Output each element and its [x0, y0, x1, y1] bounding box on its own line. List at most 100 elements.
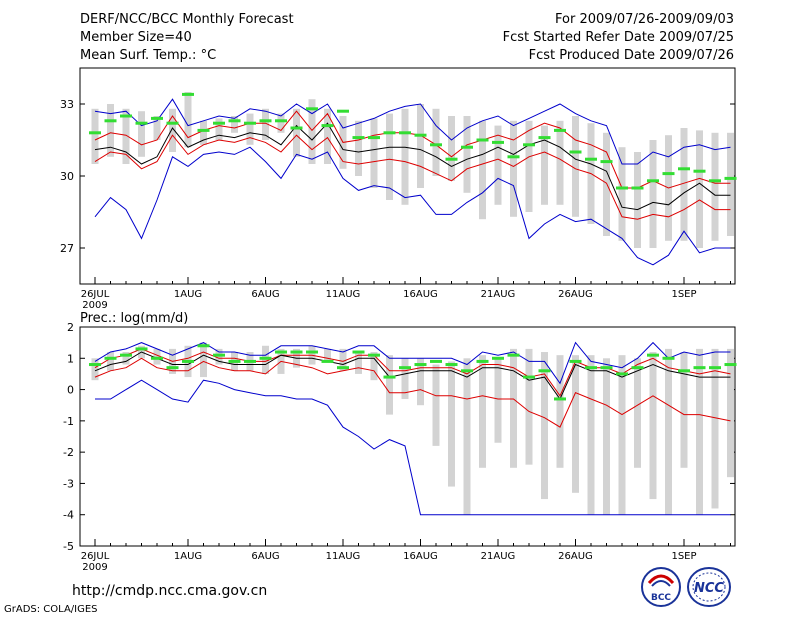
- precip-range-bar: [262, 345, 269, 374]
- precip-year-label: 2009: [82, 562, 107, 573]
- precip-upper-line: [94, 341, 731, 385]
- forecast-period: For 2009/07/26-2009/09/03: [555, 12, 734, 27]
- temp-median-marker: [662, 172, 675, 176]
- temp-range-bar: [107, 104, 114, 157]
- temp-range-bar: [541, 125, 548, 205]
- temp-range-bar: [184, 92, 192, 148]
- temp-median-marker: [430, 143, 442, 147]
- precip-ytick-label: -4: [63, 509, 74, 522]
- precip-median-marker: [383, 375, 396, 379]
- precip-median-marker: [399, 366, 411, 370]
- precip-range-bar: [711, 348, 719, 509]
- precip-range-bar: [339, 348, 347, 371]
- precip-range-bar: [525, 348, 533, 465]
- temp-range-bar: [324, 108, 331, 164]
- temp-range-bar: [711, 132, 719, 241]
- temp-range-bar: [386, 113, 393, 200]
- temp-range-bar: [355, 120, 362, 176]
- temp-median-marker: [166, 121, 179, 125]
- precip-median-marker: [585, 366, 597, 370]
- temp-range-bar: [417, 104, 424, 188]
- precip-range-bar: [417, 358, 424, 406]
- temp-median-marker: [616, 186, 628, 190]
- temp-median-marker: [337, 109, 349, 113]
- temp-range-bar: [680, 128, 688, 241]
- precip-xtick-label: 6AUG: [251, 551, 279, 562]
- temp-mean-line: [94, 122, 731, 211]
- temp-median-marker: [259, 119, 272, 123]
- temp-median-marker: [476, 138, 489, 142]
- temp-median-marker: [383, 131, 396, 135]
- precip-range-bar: [727, 348, 734, 478]
- precip-median-marker: [151, 356, 163, 360]
- temp-median-marker: [275, 119, 287, 123]
- precip-median-marker: [538, 369, 551, 373]
- precip-lower-line: [95, 379, 731, 516]
- temp-median-marker: [461, 145, 473, 149]
- precip-median-marker: [104, 356, 117, 360]
- precip-median-marker: [693, 366, 706, 370]
- precip-median-marker: [182, 359, 194, 363]
- temp-median-marker: [213, 121, 225, 125]
- precip-median-marker: [259, 356, 272, 360]
- temp-ytick-label: 27: [60, 242, 74, 255]
- precip-median-marker: [600, 366, 613, 370]
- precip-median-marker: [662, 356, 675, 360]
- temp-median-marker: [647, 179, 659, 183]
- temp-xtick-label: 6AUG: [251, 289, 279, 300]
- temp-median-marker: [244, 121, 256, 125]
- temp-xtick-label: 1SEP: [671, 289, 696, 300]
- precip-median-marker: [197, 344, 210, 348]
- precip-median-marker: [709, 366, 721, 370]
- precip-median-marker: [492, 356, 504, 360]
- temp-range-bar: [231, 116, 238, 133]
- temp-median-marker: [600, 160, 613, 164]
- temp-range-bar: [293, 108, 300, 157]
- precip-median-marker: [135, 347, 148, 351]
- precip-range-bar: [432, 364, 440, 446]
- temp-median-marker: [104, 119, 117, 123]
- temp-median-marker: [151, 116, 163, 120]
- precip-median-marker: [89, 363, 101, 367]
- precip-median-marker: [461, 369, 473, 373]
- temp-median-marker: [135, 121, 148, 125]
- temp-range-bar: [200, 120, 207, 145]
- precip-range-bar: [510, 348, 517, 468]
- precip-median-marker: [368, 353, 380, 357]
- temp-median-marker: [538, 136, 551, 140]
- temp-median-marker: [585, 157, 597, 161]
- precip-ytick-label: 1: [67, 352, 74, 365]
- precip-ytick-label: 0: [67, 384, 74, 397]
- temp-range-bar: [262, 108, 269, 140]
- temp-median-marker: [182, 92, 194, 96]
- precip-median-marker: [244, 359, 256, 363]
- precip-median-marker: [120, 353, 132, 357]
- precip-median-marker: [306, 350, 318, 354]
- grads-credit: GrADS: COLA/IGES: [4, 604, 98, 615]
- temp-range-bar: [138, 111, 145, 157]
- precip-median-marker: [507, 353, 520, 357]
- precip-xtick-label: 26JUL: [81, 551, 110, 562]
- temp-range-bar: [634, 152, 641, 248]
- temp-median-marker: [724, 176, 737, 180]
- temp-range-bar: [169, 108, 176, 152]
- temp-minus-spread-line: [94, 134, 731, 220]
- precip-xtick-label: 11AUG: [326, 551, 361, 562]
- precip-range-bar: [122, 352, 130, 365]
- temp-range-bar: [618, 147, 626, 241]
- precip-xtick-label: 26AUG: [558, 551, 593, 562]
- precip-range-bar: [153, 348, 161, 365]
- precip-median-marker: [414, 363, 427, 367]
- precip-xtick-label: 16AUG: [403, 551, 438, 562]
- precip-median-marker: [476, 359, 489, 363]
- temp-median-marker: [120, 114, 132, 118]
- precip-median-marker: [631, 366, 644, 370]
- precip-range-bar: [587, 355, 595, 515]
- precip-plus-spread-line: [94, 348, 731, 397]
- source-url[interactable]: http://cmdp.ncc.cma.gov.cn: [72, 583, 268, 599]
- precip-median-marker: [166, 366, 179, 370]
- member-size-label: Member Size=40: [80, 30, 192, 45]
- precip-median-marker: [321, 359, 334, 363]
- precip-median-marker: [647, 353, 659, 357]
